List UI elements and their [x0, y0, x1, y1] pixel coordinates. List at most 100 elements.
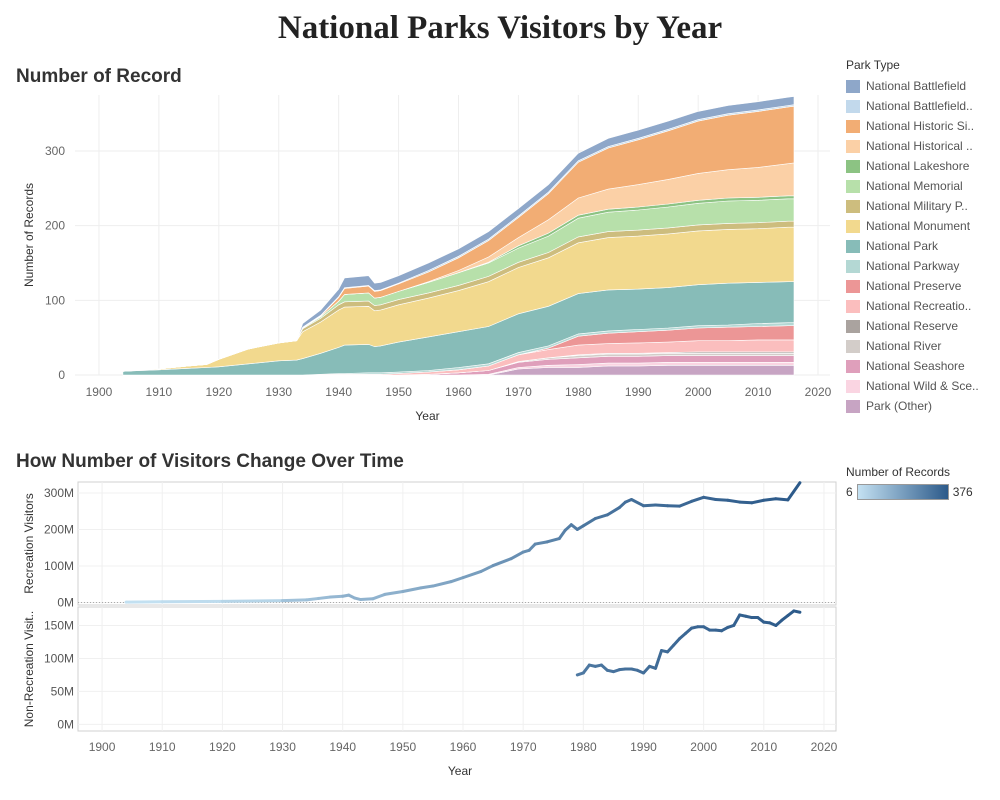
line-segment — [479, 564, 495, 573]
legend-label: National River — [866, 339, 942, 353]
legend-item[interactable]: National Lakeshore — [846, 156, 996, 176]
line-segment — [641, 503, 658, 508]
legend-item[interactable]: National Wild & Sce.. — [846, 376, 996, 396]
line-segment — [281, 598, 309, 603]
line-segment — [491, 557, 513, 568]
line-segment — [738, 500, 754, 505]
legend-label: National Historical .. — [866, 139, 973, 153]
line-segment — [461, 569, 483, 580]
line-segment — [419, 584, 435, 590]
x-axis-label: Year — [415, 409, 439, 423]
line-segment — [792, 609, 802, 614]
line-segment — [732, 613, 742, 627]
legend-label: National Seashore — [866, 359, 965, 373]
y-tick-label: 100 — [45, 293, 65, 307]
legend-swatch — [846, 279, 860, 293]
legend-item[interactable]: National Parkway — [846, 256, 996, 276]
x-tick-label: 1980 — [570, 740, 597, 754]
y-tick-label: 150M — [44, 618, 74, 632]
y-tick-label: 100M — [44, 559, 74, 573]
line-segment — [774, 497, 790, 502]
panel-frame — [77, 481, 837, 606]
x-tick-label: 2000 — [690, 740, 717, 754]
x-tick-label: 1910 — [146, 385, 173, 399]
legend-item[interactable]: National River — [846, 336, 996, 356]
line-segment — [581, 516, 597, 528]
line-segment — [593, 513, 609, 520]
legend-label: National Recreatio.. — [866, 299, 972, 313]
legend-item[interactable]: National Recreatio.. — [846, 296, 996, 316]
legend-item[interactable]: National Reserve — [846, 316, 996, 336]
y-tick-label: 0M — [57, 717, 74, 731]
x-tick-label: 1960 — [450, 740, 477, 754]
area-chart[interactable]: 1900 1910 1920 1930 1940 1950 1960 1970 1980 1990… — [0, 0, 840, 440]
line-segment — [431, 580, 453, 588]
line-chart[interactable]: 0M 100M 200M 300M Recreation Visitors 0M 50M 10… — [0, 0, 840, 800]
legend-item[interactable]: National Preserve — [846, 276, 996, 296]
legend-item[interactable]: National Monument — [846, 216, 996, 236]
line-segment — [359, 597, 375, 602]
line-segment — [750, 498, 766, 505]
y-tick-label: 300 — [45, 144, 65, 158]
x-tick-label: 2010 — [745, 385, 772, 399]
color-legend-max: 376 — [952, 485, 973, 499]
x-tick-label: 1920 — [205, 385, 232, 399]
legend-item[interactable]: National Memorial — [846, 176, 996, 196]
legend-label: National Parkway — [866, 259, 960, 273]
x-tick-label: 2020 — [805, 385, 832, 399]
legend-swatch — [846, 79, 860, 93]
line-segment — [220, 599, 285, 603]
x-tick-label: 1970 — [505, 385, 532, 399]
legend-label: National Monument — [866, 219, 971, 233]
legend-item[interactable]: National Military P.. — [846, 196, 996, 216]
area-series — [122, 96, 795, 372]
x-tick-label: 1980 — [565, 385, 592, 399]
y-tick-label: 0 — [58, 368, 65, 382]
line-chart-title: How Number of Visitors Change Over Time — [16, 451, 404, 472]
color-legend-title: Number of Records — [846, 465, 951, 479]
line-segment — [762, 497, 778, 502]
legend-item[interactable]: National Battlefield — [846, 76, 996, 96]
legend-label: National Wild & Sce.. — [866, 379, 979, 393]
legend-swatch — [846, 399, 860, 413]
legend-item[interactable]: National Historical .. — [846, 136, 996, 156]
x-tick-label: 1930 — [269, 740, 296, 754]
legend-swatch — [846, 219, 860, 233]
line-segment — [329, 594, 345, 599]
line-segment — [654, 649, 664, 670]
legend-swatch — [846, 179, 860, 193]
line-segment — [605, 506, 621, 517]
line-segment — [629, 498, 645, 508]
x-tick-label: 2020 — [811, 740, 838, 754]
legend-item[interactable]: National Historic Si.. — [846, 116, 996, 136]
legend-item[interactable]: Park (Other) — [846, 396, 996, 416]
area-chart-title: Number of Record — [16, 66, 182, 87]
y-axis-label: Recreation Visitors — [22, 493, 36, 594]
line-segment — [371, 592, 387, 601]
legend-item[interactable]: National Seashore — [846, 356, 996, 376]
line-segment — [317, 595, 333, 600]
legend-swatch — [846, 139, 860, 153]
y-axis-label: Number of Records — [22, 183, 36, 287]
legend-swatch — [846, 319, 860, 333]
line-segment — [533, 540, 549, 546]
y-tick-label: 300M — [44, 486, 74, 500]
line-segment — [714, 498, 730, 502]
legend-label: National Battlefield — [866, 79, 967, 93]
legend-swatch — [846, 339, 860, 353]
legend-swatch — [846, 259, 860, 273]
x-tick-label: 1990 — [630, 740, 657, 754]
legend-swatch — [846, 359, 860, 373]
legend-label: National Memorial — [866, 179, 963, 193]
color-ramp — [856, 484, 949, 500]
x-tick-label: 1930 — [265, 385, 292, 399]
legend-item[interactable]: National Battlefield.. — [846, 96, 996, 116]
x-tick-label: 1950 — [385, 385, 412, 399]
x-tick-label: 1990 — [625, 385, 652, 399]
x-tick-label: 1940 — [325, 385, 352, 399]
legend-label: National Military P.. — [866, 199, 968, 213]
y-tick-label: 100M — [44, 651, 74, 665]
legend-label: National Historic Si.. — [866, 119, 975, 133]
legend-item[interactable]: National Park — [846, 236, 996, 256]
line-segment — [401, 586, 423, 593]
